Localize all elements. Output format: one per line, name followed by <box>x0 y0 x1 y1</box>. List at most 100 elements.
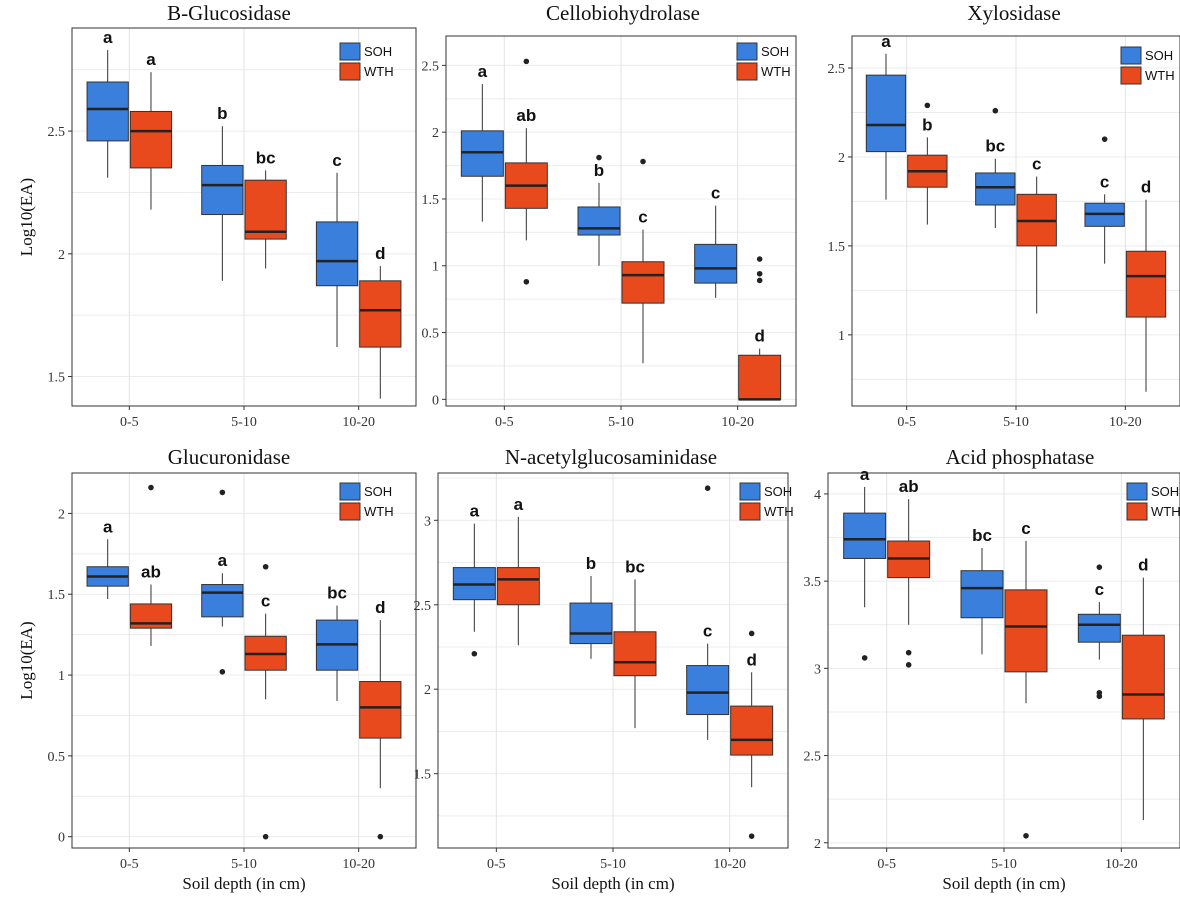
y-tick-label: 2.5 <box>804 750 822 765</box>
y-tick-label: 2.5 <box>414 599 432 614</box>
box-soh-0-5: a <box>452 502 496 657</box>
y-tick-label: 2 <box>432 126 439 141</box>
significance-letter: bc <box>985 137 1005 156</box>
significance-letter: bc <box>327 584 347 603</box>
box-soh-10-20: c <box>694 184 738 298</box>
box-soh-5-10: bc <box>960 526 1004 655</box>
significance-letter: b <box>217 104 227 123</box>
outlier-point <box>640 158 646 165</box>
box-wth-0-5: b <box>907 102 948 225</box>
box-soh-0-5: a <box>843 465 887 661</box>
y-tick-label: 0.5 <box>422 327 440 342</box>
legend: SOH WTH <box>736 42 791 81</box>
x-tick-label: 0-5 <box>495 415 514 430</box>
box-iqr <box>865 74 907 153</box>
y-tick-label: 1 <box>432 260 439 275</box>
legend-label: WTH <box>364 504 394 519</box>
significance-letter: bc <box>625 557 645 576</box>
significance-letter: c <box>638 208 647 227</box>
legend-label: WTH <box>764 504 794 519</box>
y-tick-label: 0 <box>432 393 439 408</box>
y-tick-label: 1.5 <box>422 193 440 208</box>
outlier-point <box>924 102 931 109</box>
box-iqr <box>730 705 774 756</box>
legend-swatch-soh <box>739 482 761 501</box>
legend: SOH WTH <box>339 42 394 81</box>
legend-swatch-soh <box>1120 46 1142 65</box>
outlier-point <box>523 278 530 285</box>
outlier-point <box>861 655 868 661</box>
box-soh-10-20: c <box>315 151 359 348</box>
outlier-point <box>1096 564 1103 570</box>
box-wth-10-20: d <box>359 598 402 840</box>
significance-letter: c <box>703 622 712 641</box>
x-tick-label: 10-20 <box>721 415 754 430</box>
significance-letter: c <box>1100 172 1109 191</box>
box-soh-5-10: b <box>577 154 621 266</box>
y-axis-label: Log10(EA) <box>17 621 36 699</box>
outlier-point <box>704 485 711 492</box>
y-tick-label: 2 <box>814 837 821 852</box>
outlier-point <box>148 484 154 491</box>
legend: SOH WTH <box>1126 482 1180 521</box>
significance-letter: ab <box>141 563 161 582</box>
x-tick-label: 0-5 <box>120 857 139 872</box>
legend-swatch-soh <box>1126 482 1148 501</box>
legend: SOH WTH <box>339 482 394 521</box>
y-tick-label: 1 <box>58 669 65 684</box>
x-tick-label: 0-5 <box>897 415 916 430</box>
box-soh-5-10: b <box>569 554 613 659</box>
x-tick-label: 0-5 <box>877 857 896 872</box>
legend-swatch-wth <box>736 62 758 81</box>
outlier-point <box>1023 832 1029 839</box>
y-tick-label: 2 <box>424 683 431 698</box>
y-axis-label: Log10(EA) <box>17 178 36 256</box>
box-wth-0-5: ab <box>504 58 548 285</box>
panel-title: Acid phosphatase <box>946 445 1095 469</box>
y-tick-label: 3 <box>814 662 821 677</box>
legend: SOH WTH <box>739 482 794 521</box>
box-wth-5-10: bc <box>613 557 657 729</box>
significance-letter: c <box>332 151 341 170</box>
outlier-point <box>756 277 763 284</box>
outlier-point <box>262 563 269 570</box>
significance-letter: a <box>146 50 156 69</box>
box-wth-10-20: d <box>738 256 782 401</box>
significance-letter: d <box>746 650 756 669</box>
x-tick-label: 5-10 <box>600 857 626 872</box>
box-soh-0-5: a <box>86 28 129 178</box>
box-soh-0-5: a <box>865 32 907 200</box>
panel-title: Xylosidase <box>967 1 1060 25</box>
y-tick-label: 1.5 <box>414 768 432 783</box>
y-tick-label: 1.5 <box>48 588 66 603</box>
legend-swatch-soh <box>339 42 361 61</box>
panel-3: 11.522.50-5 5-10 10-20XylosidaseabccbcdSOH… <box>828 1 1180 430</box>
box-wth-10-20: d <box>1125 178 1167 392</box>
significance-letter: b <box>594 161 604 180</box>
significance-letter: a <box>103 28 113 47</box>
box-soh-10-20: c <box>1084 136 1125 264</box>
significance-letter: a <box>103 517 113 536</box>
panel-4: 0 0.5 1 1.5 2 0-5 5-10 10-20 Glucuronidase Log10(… <box>17 445 417 893</box>
legend: SOH WTH <box>1120 46 1175 85</box>
box-iqr <box>460 130 504 177</box>
x-tick-label: 10-20 <box>342 415 375 430</box>
significance-letter: ab <box>516 106 536 125</box>
x-tick-label: 5-10 <box>991 857 1017 872</box>
x-tick-label: 10-20 <box>1109 415 1142 430</box>
y-tick-label: 3 <box>424 514 431 529</box>
y-tick-label: 1.5 <box>48 371 66 386</box>
y-tick-label: 2.5 <box>422 59 440 74</box>
significance-letter: c <box>1032 155 1041 174</box>
box-iqr <box>843 512 887 559</box>
box-wth-10-20: d <box>1121 556 1165 821</box>
y-tick-label: 0.5 <box>48 750 66 765</box>
box-iqr <box>569 602 613 645</box>
box-soh-0-5: a <box>460 62 504 222</box>
legend-label: SOH <box>764 484 792 499</box>
box-soh-10-20: c <box>1077 564 1121 700</box>
box-iqr <box>129 110 173 169</box>
panel-6: 2 2.5 3 3.5 4 0-5 5-10 10-20 Acid phosphatase Soi… <box>804 445 1180 893</box>
legend-label: SOH <box>761 44 789 59</box>
